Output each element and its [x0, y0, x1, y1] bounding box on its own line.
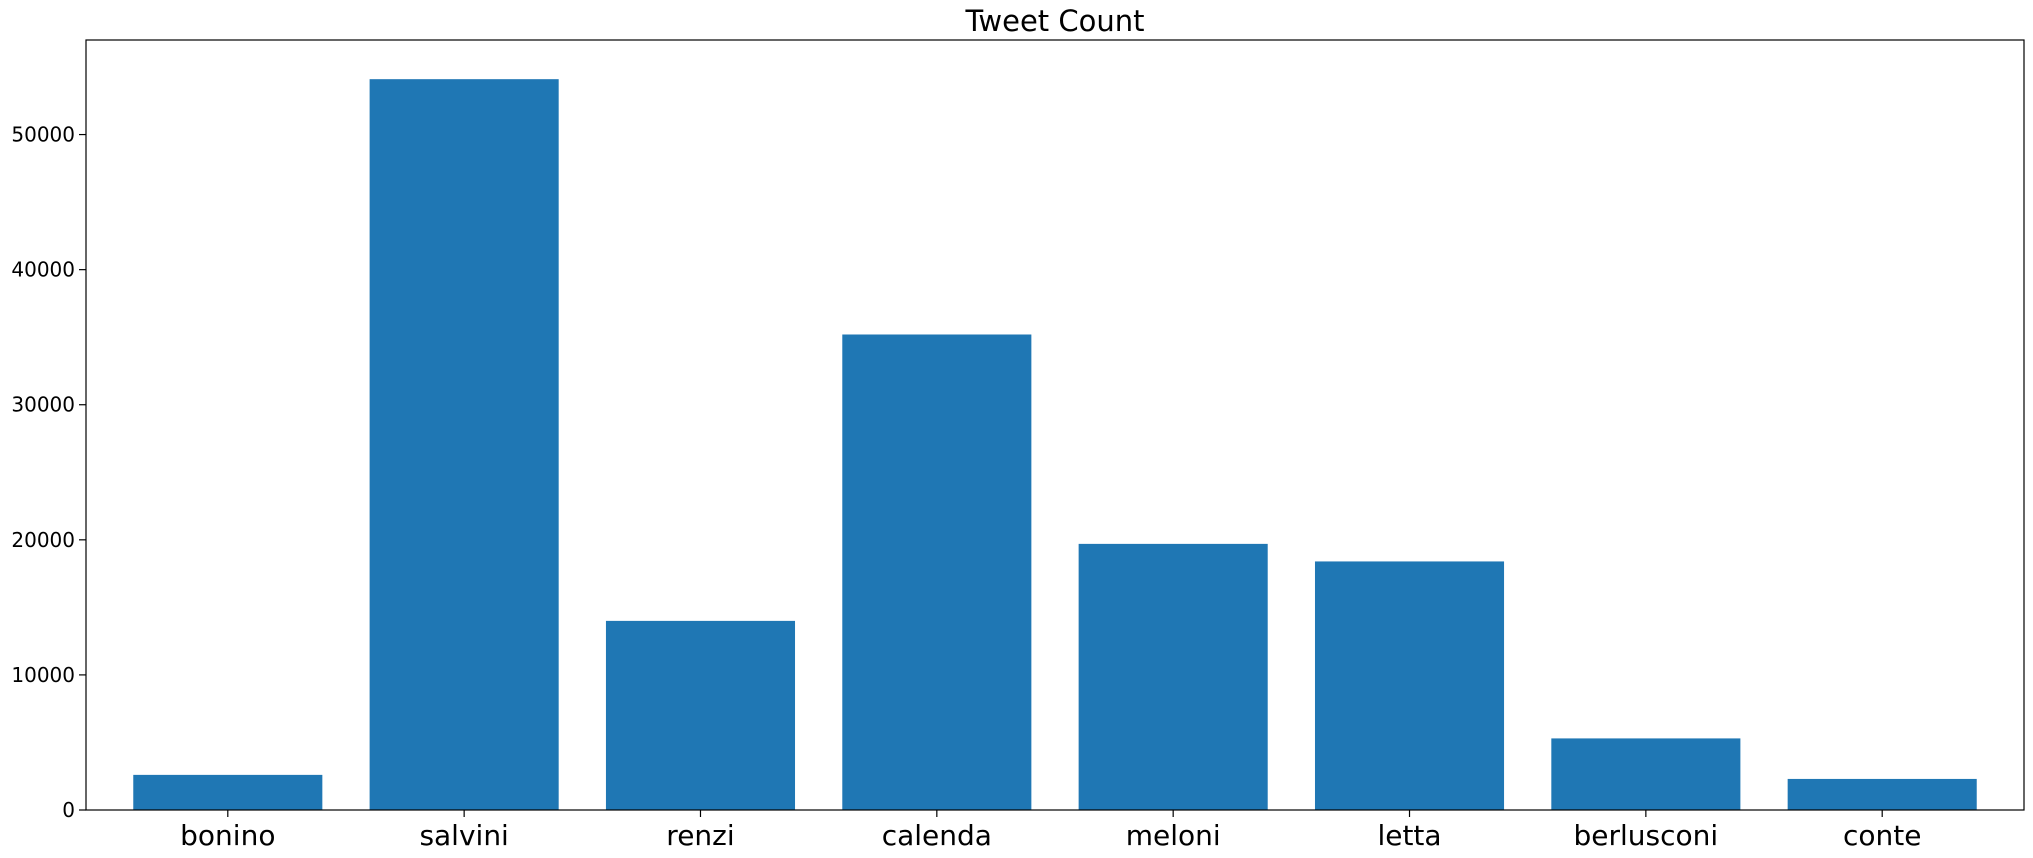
y-tick-label: 40000 — [11, 258, 75, 282]
bar-letta — [1314, 561, 1505, 810]
bar-salvini — [369, 79, 559, 811]
x-tick-label: conte — [1843, 819, 1921, 852]
bars-group — [133, 79, 1977, 811]
x-tick-label: calenda — [882, 819, 992, 852]
y-axis: 0 10000 20000 30000 40000 50000 — [11, 123, 86, 822]
y-tick-label: 0 — [62, 798, 75, 822]
bar-meloni — [1078, 543, 1268, 810]
y-tick-label: 20000 — [11, 528, 75, 552]
x-tick-label: letta — [1377, 819, 1441, 852]
y-tick-label: 50000 — [11, 123, 75, 147]
x-axis: bonino salvini renzi calenda meloni letta berl… — [180, 810, 1921, 852]
y-tick-label: 30000 — [11, 393, 75, 417]
x-tick-label: berlusconi — [1574, 819, 1719, 852]
bar-bonino — [133, 774, 323, 810]
bar-calenda — [842, 334, 1032, 810]
y-tick-label: 10000 — [11, 663, 75, 687]
bar-renzi — [605, 620, 796, 810]
chart-title: Tweet Count — [964, 4, 1144, 38]
plot-frame — [85, 39, 2025, 811]
x-tick-label: meloni — [1126, 819, 1221, 852]
x-tick-label: bonino — [180, 819, 275, 852]
x-tick-label: salvini — [419, 819, 508, 852]
bar-conte — [1787, 778, 1977, 810]
bar-berlusconi — [1551, 738, 1741, 810]
x-tick-label: renzi — [666, 819, 734, 852]
